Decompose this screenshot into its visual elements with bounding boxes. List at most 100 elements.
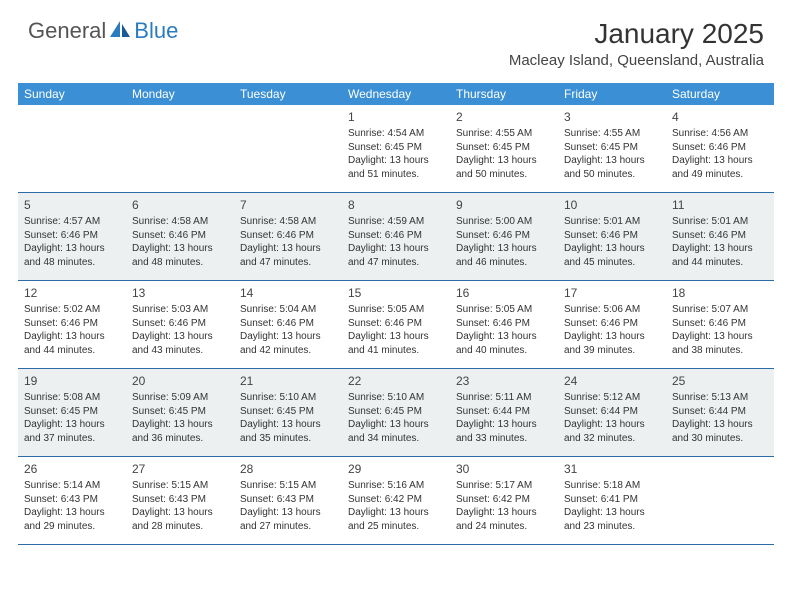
calendar-week-row: 1Sunrise: 4:54 AMSunset: 6:45 PMDaylight… bbox=[18, 105, 774, 193]
day-number: 5 bbox=[24, 197, 120, 213]
sunrise-line: Sunrise: 4:59 AM bbox=[348, 215, 444, 229]
day-number: 18 bbox=[672, 285, 768, 301]
day-header-cell: Thursday bbox=[450, 83, 558, 105]
daylight-line: Daylight: 13 hours and 34 minutes. bbox=[348, 418, 444, 445]
daylight-line: Daylight: 13 hours and 40 minutes. bbox=[456, 330, 552, 357]
sunset-line: Sunset: 6:46 PM bbox=[348, 317, 444, 331]
calendar-day-cell bbox=[18, 105, 126, 192]
calendar-day-cell: 26Sunrise: 5:14 AMSunset: 6:43 PMDayligh… bbox=[18, 457, 126, 544]
day-number: 14 bbox=[240, 285, 336, 301]
sunset-line: Sunset: 6:44 PM bbox=[564, 405, 660, 419]
day-number: 25 bbox=[672, 373, 768, 389]
sunrise-line: Sunrise: 5:02 AM bbox=[24, 303, 120, 317]
daylight-line: Daylight: 13 hours and 37 minutes. bbox=[24, 418, 120, 445]
day-number: 6 bbox=[132, 197, 228, 213]
sunset-line: Sunset: 6:46 PM bbox=[456, 229, 552, 243]
sunset-line: Sunset: 6:46 PM bbox=[24, 229, 120, 243]
calendar-week-row: 19Sunrise: 5:08 AMSunset: 6:45 PMDayligh… bbox=[18, 369, 774, 457]
calendar-day-cell: 10Sunrise: 5:01 AMSunset: 6:46 PMDayligh… bbox=[558, 193, 666, 280]
sunset-line: Sunset: 6:46 PM bbox=[24, 317, 120, 331]
sunset-line: Sunset: 6:45 PM bbox=[564, 141, 660, 155]
sunrise-line: Sunrise: 5:01 AM bbox=[672, 215, 768, 229]
calendar-day-cell: 23Sunrise: 5:11 AMSunset: 6:44 PMDayligh… bbox=[450, 369, 558, 456]
calendar-day-cell: 5Sunrise: 4:57 AMSunset: 6:46 PMDaylight… bbox=[18, 193, 126, 280]
calendar-day-cell: 24Sunrise: 5:12 AMSunset: 6:44 PMDayligh… bbox=[558, 369, 666, 456]
calendar-week-row: 12Sunrise: 5:02 AMSunset: 6:46 PMDayligh… bbox=[18, 281, 774, 369]
title-block: January 2025 Macleay Island, Queensland,… bbox=[509, 18, 764, 69]
sunrise-line: Sunrise: 5:15 AM bbox=[132, 479, 228, 493]
day-number: 4 bbox=[672, 109, 768, 125]
sunrise-line: Sunrise: 5:10 AM bbox=[348, 391, 444, 405]
daylight-line: Daylight: 13 hours and 50 minutes. bbox=[456, 154, 552, 181]
daylight-line: Daylight: 13 hours and 48 minutes. bbox=[24, 242, 120, 269]
month-title: January 2025 bbox=[509, 18, 764, 50]
page-header: General Blue January 2025 Macleay Island… bbox=[0, 0, 792, 73]
day-number: 2 bbox=[456, 109, 552, 125]
day-header-row: SundayMondayTuesdayWednesdayThursdayFrid… bbox=[18, 83, 774, 105]
daylight-line: Daylight: 13 hours and 50 minutes. bbox=[564, 154, 660, 181]
daylight-line: Daylight: 13 hours and 42 minutes. bbox=[240, 330, 336, 357]
day-number: 10 bbox=[564, 197, 660, 213]
day-number: 26 bbox=[24, 461, 120, 477]
day-header-cell: Friday bbox=[558, 83, 666, 105]
daylight-line: Daylight: 13 hours and 23 minutes. bbox=[564, 506, 660, 533]
day-number: 15 bbox=[348, 285, 444, 301]
location-text: Macleay Island, Queensland, Australia bbox=[509, 52, 764, 69]
day-number: 31 bbox=[564, 461, 660, 477]
day-number: 11 bbox=[672, 197, 768, 213]
sunrise-line: Sunrise: 5:10 AM bbox=[240, 391, 336, 405]
calendar-day-cell: 6Sunrise: 4:58 AMSunset: 6:46 PMDaylight… bbox=[126, 193, 234, 280]
sunset-line: Sunset: 6:45 PM bbox=[456, 141, 552, 155]
daylight-line: Daylight: 13 hours and 35 minutes. bbox=[240, 418, 336, 445]
daylight-line: Daylight: 13 hours and 45 minutes. bbox=[564, 242, 660, 269]
sunrise-line: Sunrise: 5:08 AM bbox=[24, 391, 120, 405]
sunset-line: Sunset: 6:45 PM bbox=[348, 141, 444, 155]
day-header-cell: Sunday bbox=[18, 83, 126, 105]
sunset-line: Sunset: 6:46 PM bbox=[672, 317, 768, 331]
sunrise-line: Sunrise: 5:07 AM bbox=[672, 303, 768, 317]
day-number: 27 bbox=[132, 461, 228, 477]
day-number: 12 bbox=[24, 285, 120, 301]
sunset-line: Sunset: 6:46 PM bbox=[456, 317, 552, 331]
sunrise-line: Sunrise: 5:06 AM bbox=[564, 303, 660, 317]
sunset-line: Sunset: 6:46 PM bbox=[240, 317, 336, 331]
sunset-line: Sunset: 6:46 PM bbox=[348, 229, 444, 243]
sunrise-line: Sunrise: 4:56 AM bbox=[672, 127, 768, 141]
calendar-day-cell: 8Sunrise: 4:59 AMSunset: 6:46 PMDaylight… bbox=[342, 193, 450, 280]
daylight-line: Daylight: 13 hours and 25 minutes. bbox=[348, 506, 444, 533]
sunset-line: Sunset: 6:43 PM bbox=[24, 493, 120, 507]
day-number: 19 bbox=[24, 373, 120, 389]
calendar-day-cell: 27Sunrise: 5:15 AMSunset: 6:43 PMDayligh… bbox=[126, 457, 234, 544]
sunrise-line: Sunrise: 4:58 AM bbox=[132, 215, 228, 229]
day-number: 22 bbox=[348, 373, 444, 389]
daylight-line: Daylight: 13 hours and 48 minutes. bbox=[132, 242, 228, 269]
sunset-line: Sunset: 6:41 PM bbox=[564, 493, 660, 507]
logo-sail-icon bbox=[108, 19, 132, 44]
day-number: 24 bbox=[564, 373, 660, 389]
daylight-line: Daylight: 13 hours and 28 minutes. bbox=[132, 506, 228, 533]
daylight-line: Daylight: 13 hours and 24 minutes. bbox=[456, 506, 552, 533]
sunset-line: Sunset: 6:46 PM bbox=[240, 229, 336, 243]
logo: General Blue bbox=[28, 18, 178, 44]
calendar-body: 1Sunrise: 4:54 AMSunset: 6:45 PMDaylight… bbox=[18, 105, 774, 545]
day-number: 3 bbox=[564, 109, 660, 125]
daylight-line: Daylight: 13 hours and 27 minutes. bbox=[240, 506, 336, 533]
calendar-day-cell: 19Sunrise: 5:08 AMSunset: 6:45 PMDayligh… bbox=[18, 369, 126, 456]
daylight-line: Daylight: 13 hours and 32 minutes. bbox=[564, 418, 660, 445]
sunrise-line: Sunrise: 5:13 AM bbox=[672, 391, 768, 405]
sunset-line: Sunset: 6:46 PM bbox=[672, 141, 768, 155]
day-number: 1 bbox=[348, 109, 444, 125]
day-header-cell: Monday bbox=[126, 83, 234, 105]
sunrise-line: Sunrise: 4:58 AM bbox=[240, 215, 336, 229]
sunset-line: Sunset: 6:45 PM bbox=[240, 405, 336, 419]
daylight-line: Daylight: 13 hours and 29 minutes. bbox=[24, 506, 120, 533]
calendar-day-cell: 2Sunrise: 4:55 AMSunset: 6:45 PMDaylight… bbox=[450, 105, 558, 192]
daylight-line: Daylight: 13 hours and 44 minutes. bbox=[24, 330, 120, 357]
day-number: 13 bbox=[132, 285, 228, 301]
sunset-line: Sunset: 6:46 PM bbox=[564, 317, 660, 331]
daylight-line: Daylight: 13 hours and 41 minutes. bbox=[348, 330, 444, 357]
daylight-line: Daylight: 13 hours and 33 minutes. bbox=[456, 418, 552, 445]
sunset-line: Sunset: 6:46 PM bbox=[132, 317, 228, 331]
calendar-day-cell: 14Sunrise: 5:04 AMSunset: 6:46 PMDayligh… bbox=[234, 281, 342, 368]
day-number: 20 bbox=[132, 373, 228, 389]
